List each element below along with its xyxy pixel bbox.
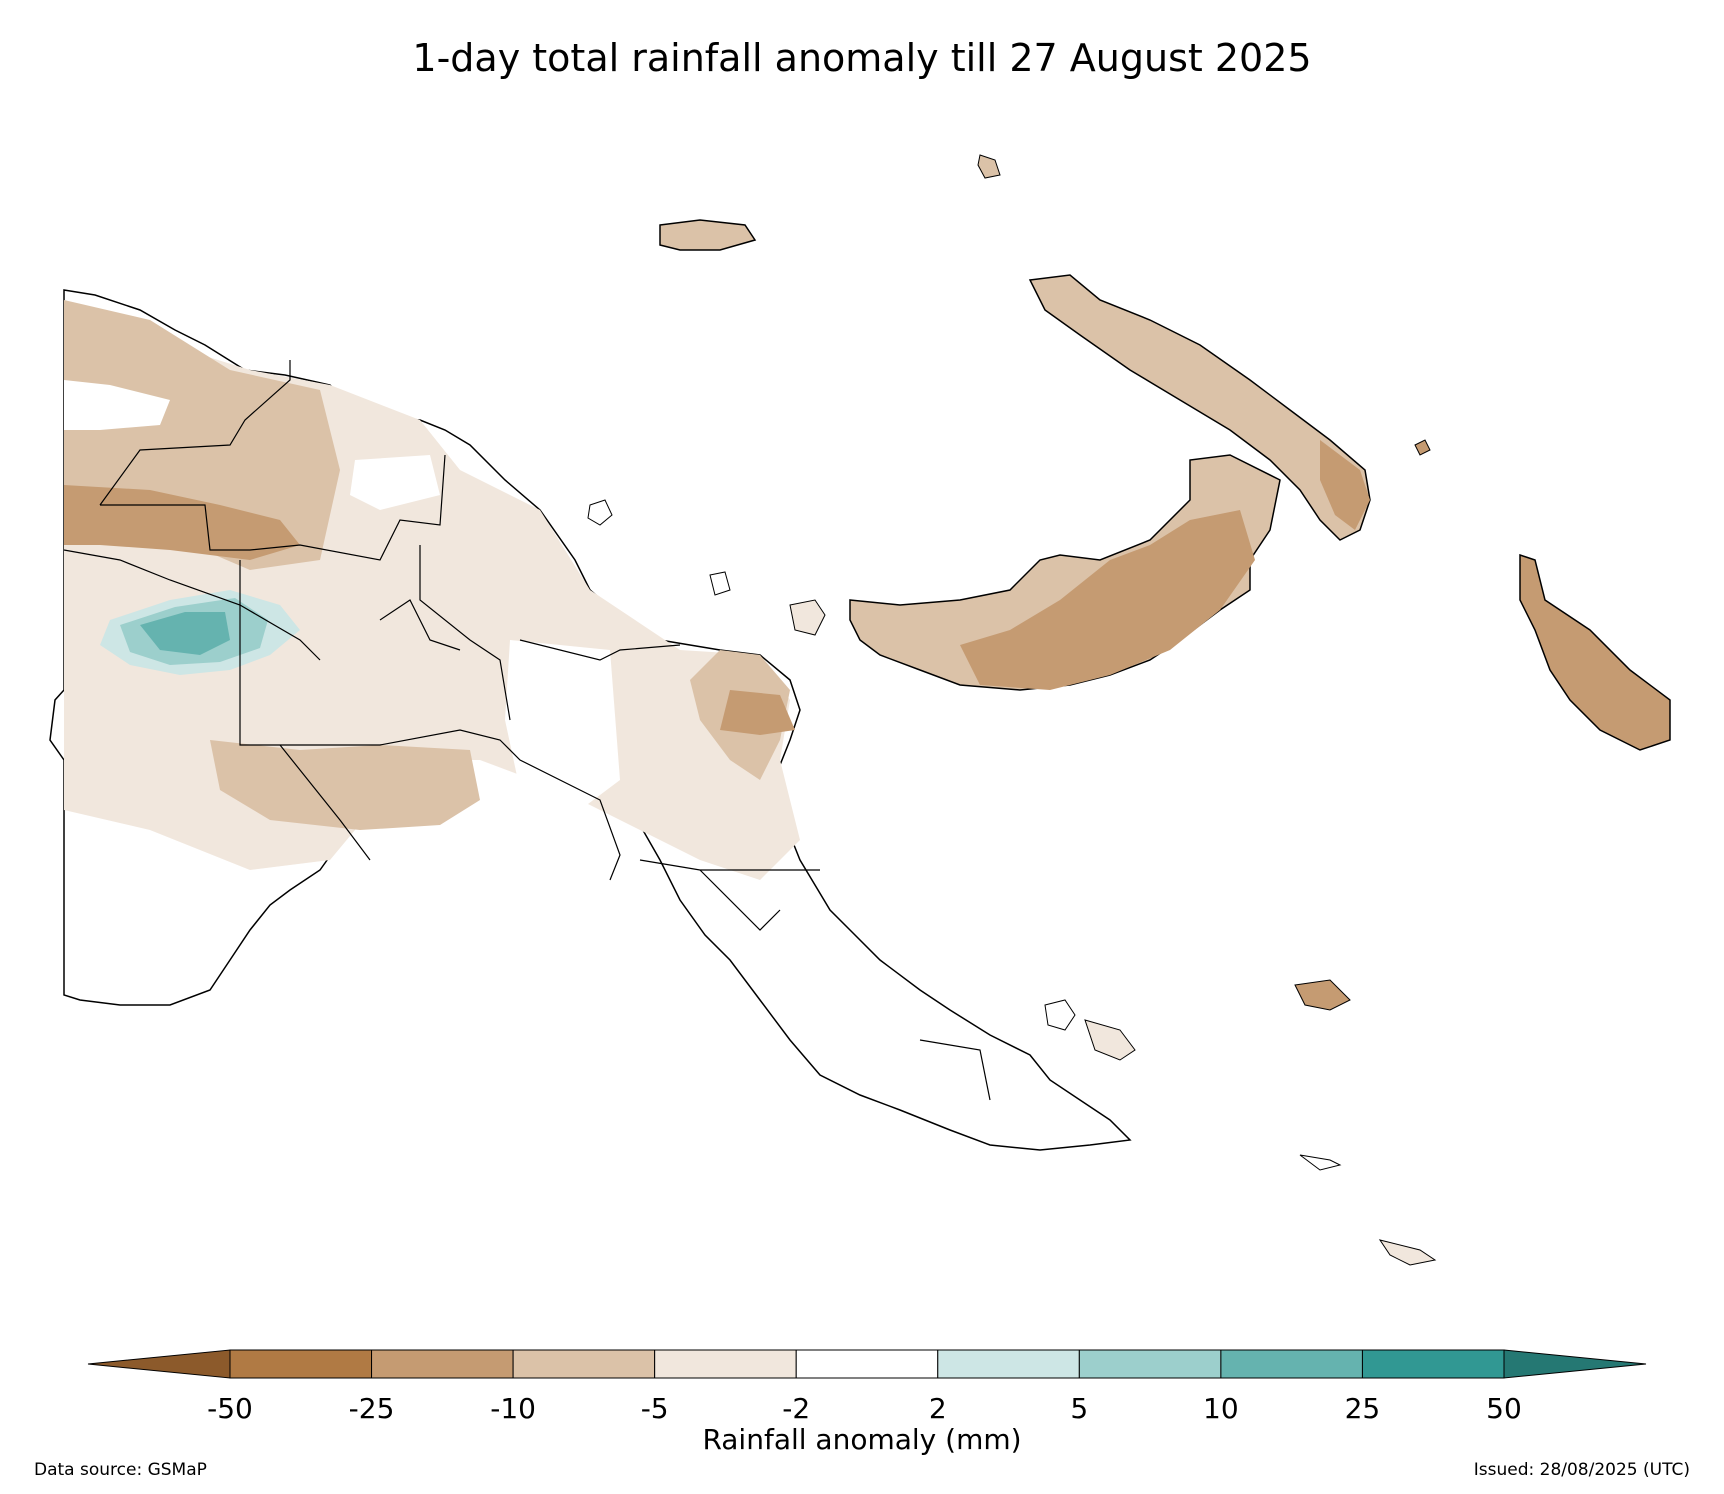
- colorbar-bin: [654, 1349, 797, 1379]
- colorbar-tick-label: 25: [1344, 1392, 1381, 1425]
- manus-island: [659, 219, 757, 251]
- map-title: 1-day total rainfall anomaly till 27 Aug…: [412, 36, 1312, 80]
- colorbar-tick-label: -5: [640, 1392, 669, 1425]
- data-source-note: Data source: GSMaP: [34, 1460, 207, 1480]
- new-ireland-island: [1028, 274, 1371, 541]
- colorbar-tick-label: 5: [1070, 1392, 1089, 1425]
- anomaly-zone-southcentral: [210, 740, 480, 830]
- colorbar-extend-low: [87, 1349, 231, 1379]
- anomaly-zone-newbritain-strong: [960, 510, 1255, 690]
- colorbar-tick-label: 50: [1486, 1392, 1522, 1425]
- colorbar-tick-label: 10: [1203, 1392, 1239, 1425]
- anomaly-zone-white-2: [350, 455, 440, 510]
- colorbar-tick-label: -50: [207, 1392, 253, 1425]
- island-umboi: [789, 599, 826, 636]
- colorbar-bin: [371, 1349, 514, 1379]
- colorbar-bin: [229, 1349, 373, 1379]
- island-feni: [1414, 439, 1431, 456]
- colorbar-bin: [937, 1349, 1080, 1379]
- island-goodenough: [1044, 999, 1076, 1031]
- anomaly-zone-white-1: [64, 380, 170, 430]
- island-karkar: [587, 499, 613, 526]
- island-rossel: [1378, 1239, 1437, 1266]
- anomaly-zone-positive-strong: [140, 612, 230, 655]
- island-mussau: [977, 154, 1001, 179]
- province-borders: [63, 360, 991, 1101]
- island-misima: [1299, 1154, 1342, 1171]
- colorbar: [87, 1349, 1647, 1379]
- issued-date: Issued: 28/08/2025 (UTC): [1473, 1460, 1690, 1480]
- island-woodlark: [1294, 979, 1351, 1011]
- colorbar-bin: [1361, 1349, 1505, 1379]
- anomaly-zone-mainland-strong: [64, 485, 300, 560]
- island-fergusson: [1084, 1019, 1136, 1061]
- colorbar-label: Rainfall anomaly (mm): [702, 1423, 1022, 1456]
- colorbar-bin: [1220, 1349, 1363, 1379]
- colorbar-tick-label: -25: [348, 1392, 395, 1425]
- colorbar-tick-label: 2: [928, 1392, 947, 1425]
- colorbar-bin: [795, 1349, 939, 1379]
- colorbar-bins: [87, 1349, 1647, 1379]
- bougainville-island: [1519, 553, 1671, 751]
- rainfall-anomaly-map: [49, 154, 1671, 1266]
- anomaly-zone-white-3: [505, 640, 620, 820]
- colorbar-extend-high: [1503, 1349, 1647, 1379]
- anomaly-zone-eastcoast-strong: [720, 690, 795, 735]
- colorbar-tick-label: -2: [782, 1392, 811, 1425]
- colorbar-bin: [1078, 1349, 1222, 1379]
- colorbar-tick-label: -10: [490, 1392, 536, 1425]
- anomaly-zone-newireland-strong: [1320, 440, 1370, 530]
- colorbar-bin: [512, 1349, 656, 1379]
- island-longisland: [709, 571, 731, 596]
